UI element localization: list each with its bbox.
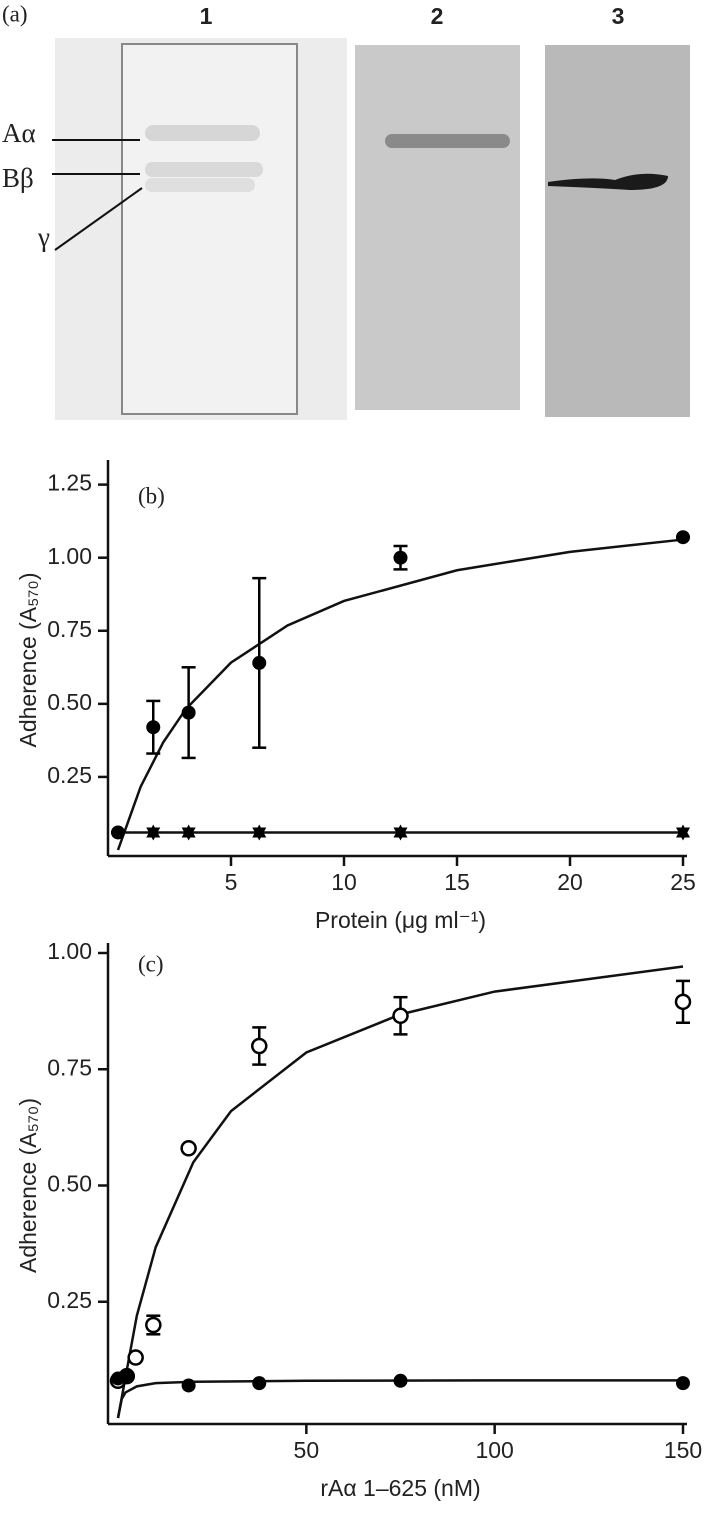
point xyxy=(181,827,196,841)
chain-label: Bβ xyxy=(2,163,34,193)
band-b-beta xyxy=(145,162,263,177)
point xyxy=(393,827,408,841)
lane-1-frame xyxy=(121,43,298,415)
fit-curve xyxy=(116,965,684,1419)
point xyxy=(181,705,196,720)
x-tick-label: 150 xyxy=(664,1437,702,1463)
y-tick-label: 0.75 xyxy=(47,1054,92,1080)
lane-3-band xyxy=(548,173,668,190)
chain-label: γ xyxy=(37,222,50,252)
x-tick-label: 15 xyxy=(444,869,470,895)
lane-2-background xyxy=(355,45,520,410)
lane-2-band xyxy=(385,134,510,148)
point xyxy=(180,1140,197,1157)
point xyxy=(145,1316,162,1334)
point xyxy=(393,550,408,565)
point xyxy=(252,655,267,670)
point xyxy=(146,827,161,841)
y-tick-label: 1.25 xyxy=(47,470,92,496)
pointer-gamma xyxy=(54,187,143,251)
point xyxy=(119,1369,134,1384)
point xyxy=(146,720,161,735)
gel-panel: (a) 1 2 3 Aα Bβ γ xyxy=(2,1,690,420)
y-axis-title: Adherence (A₅₇₀) xyxy=(15,572,41,747)
y-tick-label: 1.00 xyxy=(47,543,92,569)
y-tick-label: 0.25 xyxy=(47,1287,92,1313)
point xyxy=(676,827,690,841)
panel-label: (a) xyxy=(2,1,28,26)
point xyxy=(252,1376,267,1391)
point xyxy=(393,1373,408,1388)
lane-label: 3 xyxy=(612,3,625,29)
panel-label: (c) xyxy=(138,951,164,976)
chain-label: Aα xyxy=(2,118,36,148)
point xyxy=(252,827,267,841)
x-tick-label: 25 xyxy=(670,869,696,895)
fit-curve xyxy=(116,1379,683,1419)
point xyxy=(251,1037,268,1055)
point xyxy=(127,1349,144,1366)
y-tick-label: 0.75 xyxy=(47,616,92,642)
fit-curve xyxy=(116,538,684,851)
x-axis-title: rAα 1–625 (nM) xyxy=(320,1475,480,1501)
y-tick-label: 0.50 xyxy=(47,1171,92,1197)
y-tick-label: 0.50 xyxy=(47,689,92,715)
lane-label: 1 xyxy=(200,3,213,29)
point xyxy=(674,993,692,1011)
point xyxy=(676,1376,690,1391)
lane-label: 2 xyxy=(431,3,444,29)
x-axis-title: Protein (μg ml⁻¹) xyxy=(315,907,486,933)
point xyxy=(111,825,125,840)
band-gamma xyxy=(145,178,255,192)
point xyxy=(676,530,690,545)
y-axis-title: Adherence (A₅₇₀) xyxy=(15,1098,41,1273)
y-tick-label: 1.00 xyxy=(47,938,92,964)
point xyxy=(181,1378,196,1393)
x-tick-label: 20 xyxy=(557,869,583,895)
x-tick-label: 5 xyxy=(225,869,238,895)
x-tick-label: 10 xyxy=(331,869,357,895)
x-tick-label: 100 xyxy=(475,1437,513,1463)
lane-3-background xyxy=(545,45,690,417)
panel-label: (b) xyxy=(138,483,165,508)
y-tick-label: 0.25 xyxy=(47,762,92,788)
point xyxy=(392,1007,409,1025)
band-a-alpha xyxy=(145,125,260,141)
x-tick-label: 50 xyxy=(294,1437,320,1463)
